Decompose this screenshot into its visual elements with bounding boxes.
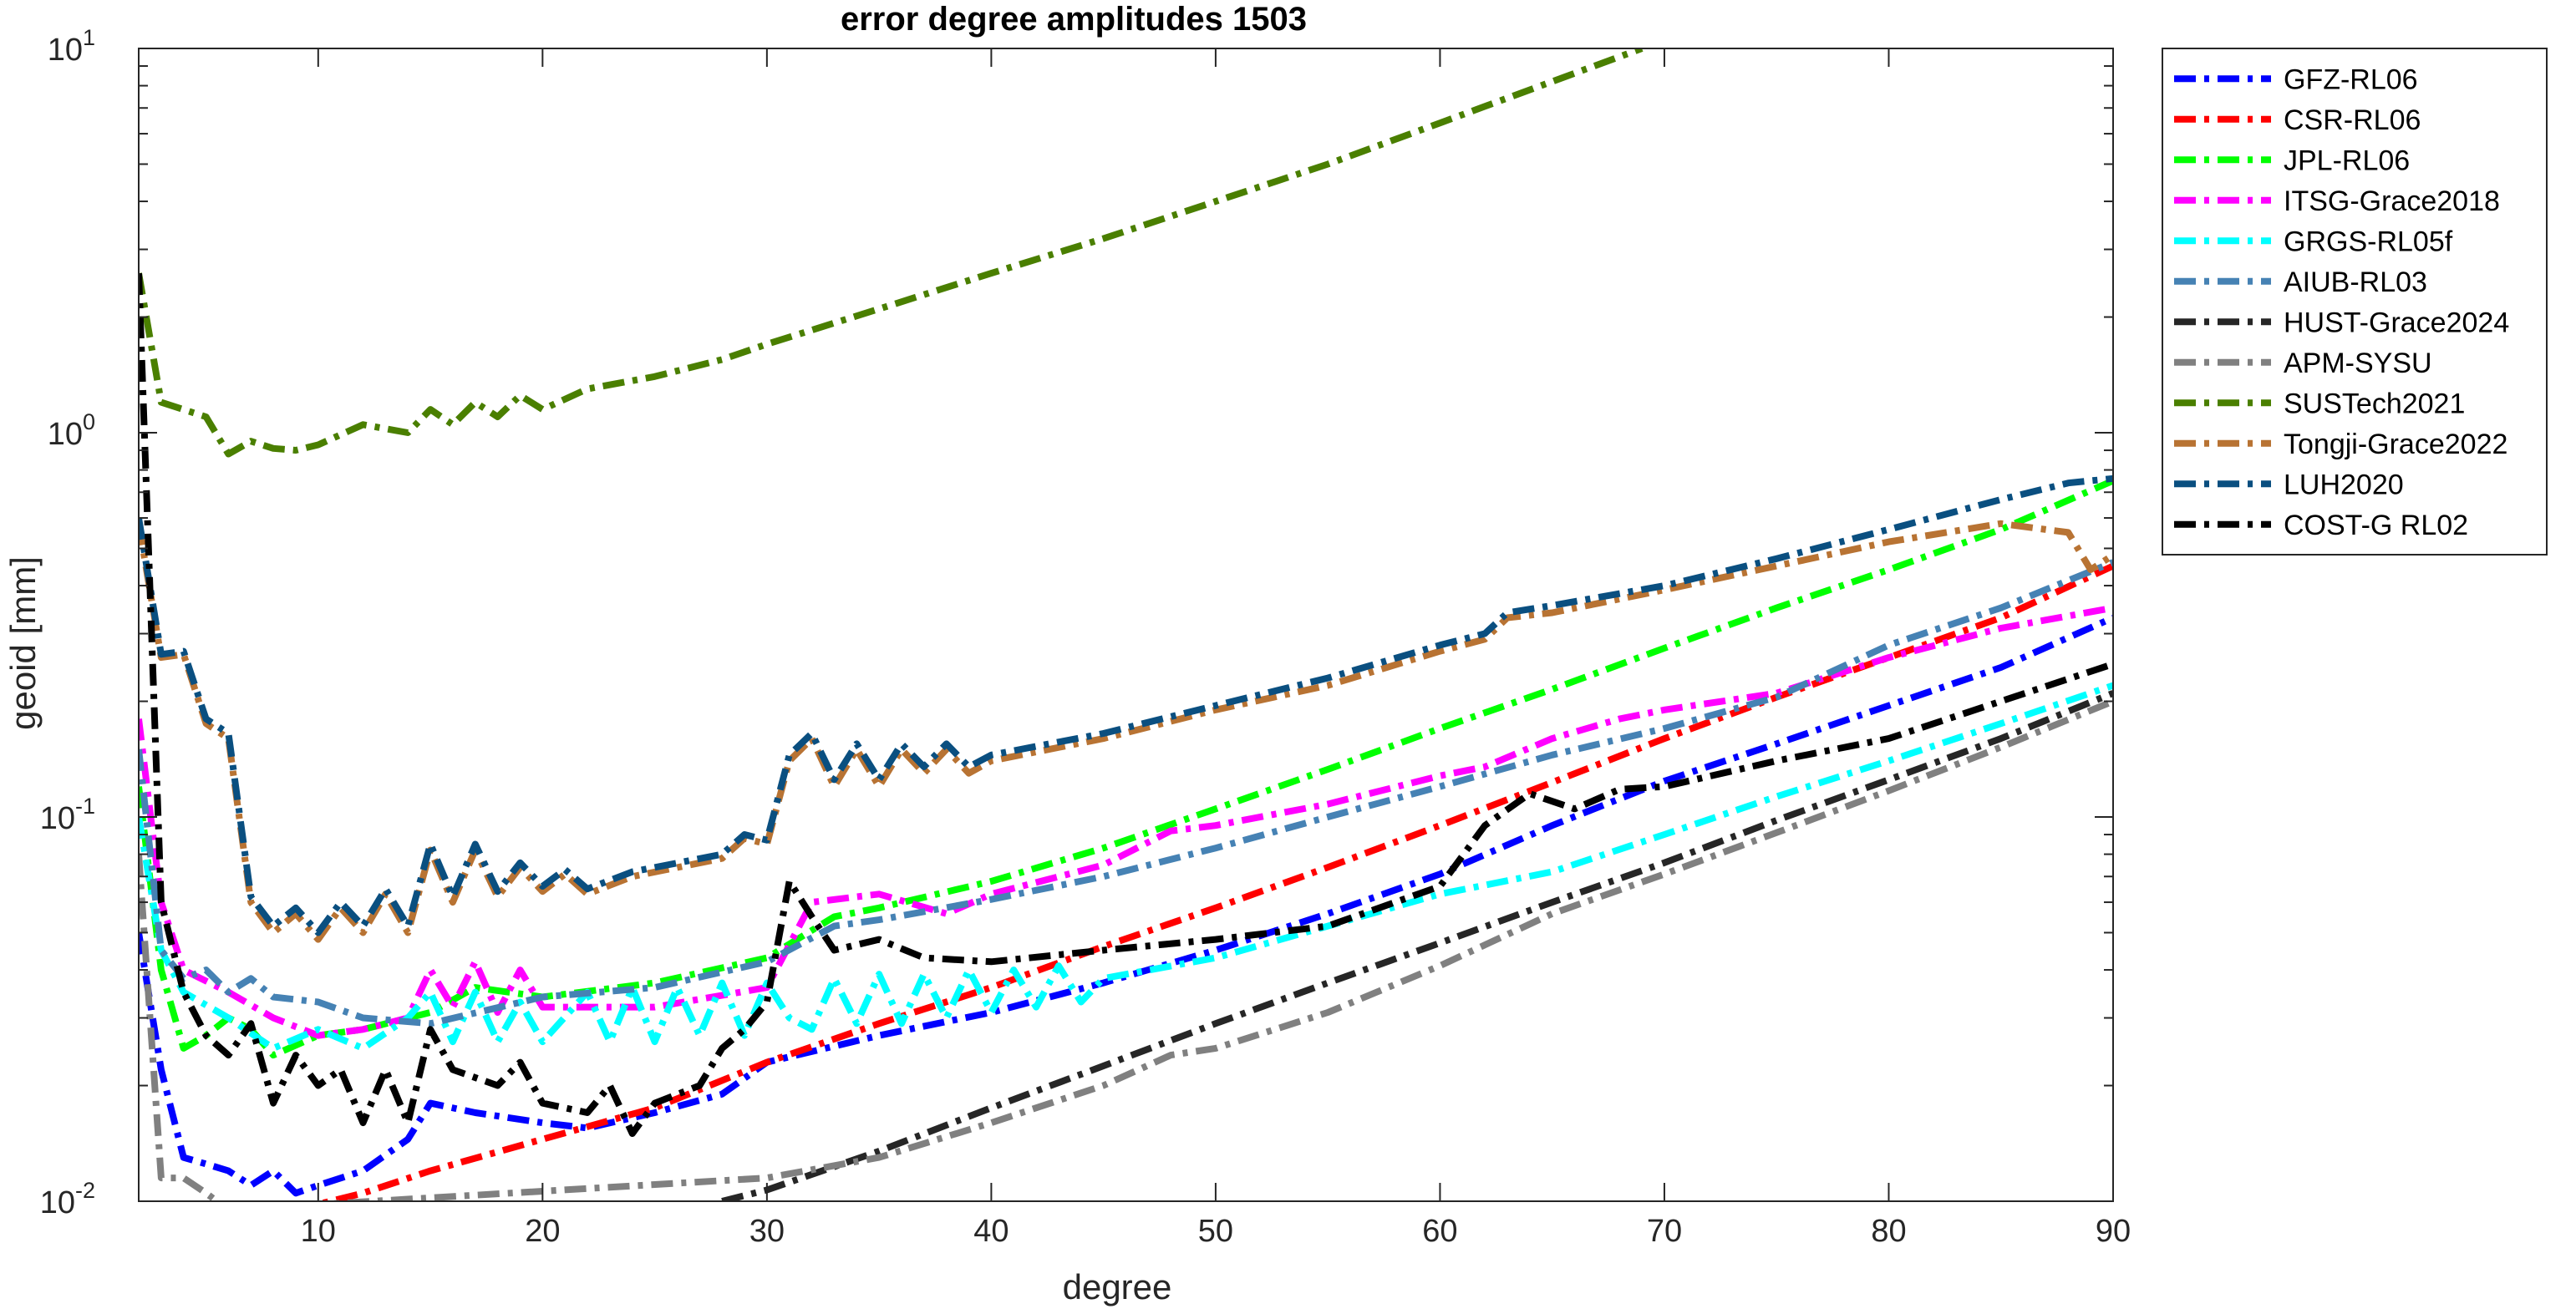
legend-label: HUST-Grace2024 xyxy=(2284,307,2509,338)
legend: GFZ-RL06 CSR-RL06 JPL-RL06 ITSG-Grace2018 GR… xyxy=(2162,48,2548,556)
x-tick-label: 60 xyxy=(1422,1214,1457,1249)
legend-label: CSR-RL06 xyxy=(2284,104,2421,136)
y-tick-label: 10-2 xyxy=(40,1178,95,1220)
series-line xyxy=(139,698,2113,1201)
series-line xyxy=(139,520,2113,943)
series-line xyxy=(139,474,2113,936)
legend-box xyxy=(2162,48,2548,556)
legend-label: SUSTech2021 xyxy=(2284,388,2465,419)
chart-title: error degree amplitudes 1503 xyxy=(841,1,1307,38)
y-tick-label: 100 xyxy=(48,409,95,452)
series-line xyxy=(721,690,2113,1201)
series-line xyxy=(139,559,2113,1027)
plot-frame xyxy=(138,48,2114,1202)
series-line xyxy=(139,614,2113,1197)
legend-label: Tongji-Grace2022 xyxy=(2284,429,2507,460)
x-tick-label: 50 xyxy=(1198,1214,1233,1249)
series-line xyxy=(139,48,1644,458)
series-line xyxy=(139,682,2113,1052)
legend-label: JPL-RL06 xyxy=(2284,145,2410,176)
x-tick-label: 30 xyxy=(749,1214,785,1249)
legend-label: ITSG-Grace2018 xyxy=(2284,185,2500,217)
legend-label: GRGS-RL05f xyxy=(2284,226,2453,257)
legend-label: AIUB-RL03 xyxy=(2284,266,2427,298)
x-tick-label: 40 xyxy=(973,1214,1009,1249)
x-tick-label: 70 xyxy=(1647,1214,1682,1249)
y-tick-label: 101 xyxy=(48,25,95,68)
x-tick-label: 20 xyxy=(525,1214,560,1249)
y-axis-label: geoid [mm] xyxy=(3,556,43,730)
x-tick-label: 10 xyxy=(301,1214,336,1249)
plot-area xyxy=(139,48,2113,1201)
legend-label: LUH2020 xyxy=(2284,469,2404,500)
x-tick-label: 80 xyxy=(1871,1214,1906,1249)
series-line xyxy=(139,272,2113,1137)
legend-label: APM-SYSU xyxy=(2284,348,2432,379)
y-tick-label: 10-1 xyxy=(40,794,95,836)
x-axis-label: degree xyxy=(1063,1267,1172,1306)
legend-label: GFZ-RL06 xyxy=(2284,63,2418,95)
legend-label: COST-G RL02 xyxy=(2284,510,2468,541)
x-tick-label: 90 xyxy=(2096,1214,2131,1249)
